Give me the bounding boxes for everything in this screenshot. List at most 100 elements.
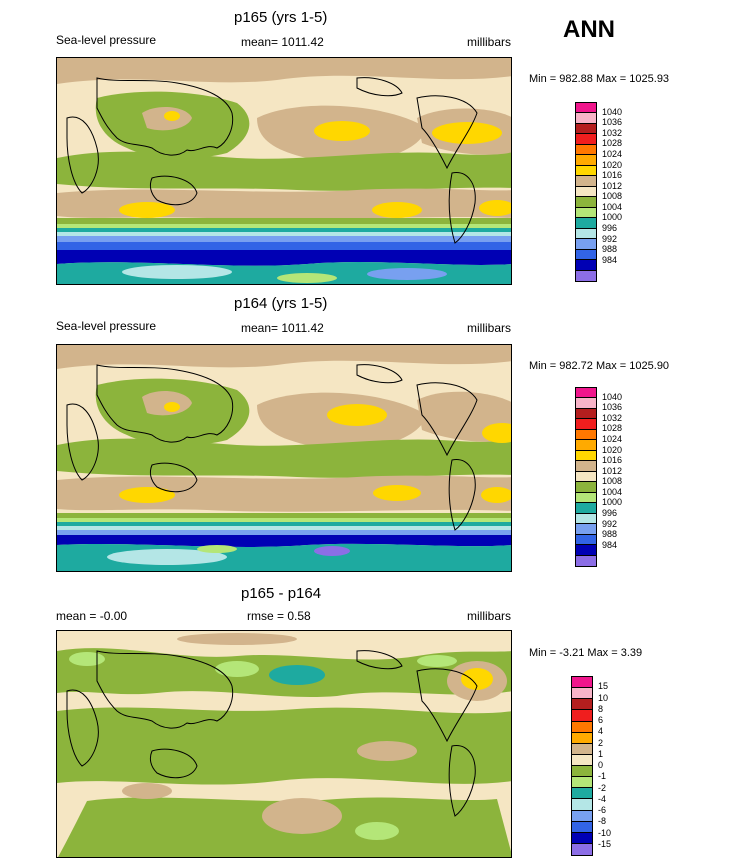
colorbar-swatch <box>576 270 596 281</box>
colorbar-tick-label: 10 <box>598 692 609 703</box>
colorbar-tick-label: 992 <box>602 233 618 244</box>
panel-1-mean-label: mean= 1011.42 <box>241 35 324 49</box>
diff-tan-indian <box>122 783 172 799</box>
colorbar-tick-label: 1040 <box>602 106 623 117</box>
colorbar-tick-label: 8 <box>598 703 604 714</box>
colorbar-tick-label: 1016 <box>602 170 623 181</box>
panel-1-min: Min = 982.88 <box>529 73 593 85</box>
colorbar-swatch <box>572 743 592 755</box>
tropical-low-band <box>57 151 511 191</box>
south-indian-high <box>119 487 175 503</box>
diff-teal-kamchatka <box>269 665 325 685</box>
colorbar-swatch <box>576 429 596 441</box>
colorbar-tick-label: 988 <box>602 244 618 255</box>
band-996 <box>57 526 511 530</box>
coastlines <box>66 650 478 817</box>
south-pacific-high <box>373 485 421 501</box>
diff-green-tropics <box>57 707 511 785</box>
coastlines <box>66 364 478 531</box>
colorbar-tick-label: 1012 <box>602 180 623 191</box>
colorbar-swatch <box>576 207 596 219</box>
colorbar-tick-label: 984 <box>602 254 618 265</box>
colorbar-swatch <box>576 239 596 250</box>
colorbar-tick-label: -1 <box>598 771 607 782</box>
antarctic-purple-patch <box>314 546 350 556</box>
colorbar-swatch <box>576 545 596 556</box>
colorbar-swatch <box>576 134 596 145</box>
antarctic-green-patch <box>197 545 237 553</box>
colorbar-swatch <box>576 398 596 409</box>
south-atlantic-high <box>481 487 511 503</box>
colorbar-tick-label: 1016 <box>602 455 623 466</box>
panel-3-title: p165 - p164 <box>241 585 322 602</box>
colorbar-swatch <box>576 186 596 198</box>
colorbar-swatch <box>572 699 592 711</box>
colorbar-swatch <box>572 754 592 766</box>
colorbar-swatch <box>572 732 592 744</box>
colorbar-tick-label: 1 <box>598 748 604 759</box>
diff-yellow-atlantic <box>461 668 493 690</box>
panel-1-title: p165 (yrs 1-5) <box>234 9 328 26</box>
colorbar-swatch <box>576 440 596 451</box>
panel-2-minmax: Min = 982.72 Max = 1025.90 <box>529 360 669 372</box>
colorbar-swatch <box>576 450 596 462</box>
panel-1-minmax: Min = 982.88 Max = 1025.93 <box>529 73 669 85</box>
colorbar-tick-label: 0 <box>598 760 604 770</box>
colorbar-tick-label: 1028 <box>602 138 623 149</box>
colorbar-swatch <box>576 197 596 208</box>
north-atlantic-high <box>482 423 511 443</box>
colorbar-swatch <box>576 555 596 566</box>
colorbar-tick-label: 1020 <box>602 444 623 455</box>
colorbar-swatch <box>572 777 592 789</box>
diff-lightgreen-2 <box>69 652 105 666</box>
colorbar-swatch <box>576 471 596 483</box>
colorbar-swatch <box>576 165 596 177</box>
colorbar-tick-label: 1032 <box>602 127 623 138</box>
band-984 <box>57 250 511 266</box>
colorbar-tick-label: 1024 <box>602 433 623 444</box>
diff-tan-south <box>262 798 342 834</box>
north-pacific-high <box>314 121 370 141</box>
colorbar-swatch <box>576 218 596 229</box>
colorbar-swatch <box>576 249 596 261</box>
colorbar-swatch <box>576 513 596 525</box>
colorbar-tick-label: 1036 <box>602 117 623 128</box>
north-tan-band <box>57 58 511 84</box>
colorbar-swatch <box>576 144 596 156</box>
band-988 <box>57 242 511 250</box>
season-label: ANN <box>563 16 615 43</box>
colorbar-swatch <box>576 388 596 399</box>
colorbar-tick-label: 1040 <box>602 391 623 402</box>
colorbar-swatch <box>576 503 596 514</box>
colorbar-swatch <box>576 260 596 271</box>
antarctic-blue-patch <box>367 268 447 280</box>
colorbar-swatch <box>576 461 596 472</box>
colorbar-swatch <box>572 710 592 722</box>
diff-tan-north <box>177 633 297 645</box>
colorbar-tick-label: 996 <box>602 223 618 234</box>
panel-3-max: Max = 3.39 <box>587 647 643 659</box>
south-tan-band <box>57 475 511 512</box>
colorbar-tick-label: -10 <box>598 827 612 838</box>
panel-1-units-label: millibars <box>467 35 512 49</box>
colorbar-tick-label: -2 <box>598 782 607 793</box>
colorbar-tick-label: 1000 <box>602 212 623 223</box>
band-1004 <box>57 224 511 228</box>
colorbar-swatch <box>572 721 592 733</box>
colorbar-swatch <box>576 492 596 504</box>
colorbar-tick-label: 6 <box>598 715 604 725</box>
colorbar-swatch <box>572 677 592 689</box>
north-pacific-high <box>327 404 387 426</box>
panel-2-map <box>56 344 512 572</box>
panel-2-colorbar <box>575 387 597 567</box>
colorbar-swatch <box>576 419 596 430</box>
colorbar-tick-label: 1004 <box>602 201 623 212</box>
panel-3-colorbar <box>571 676 593 856</box>
tropical-low-band <box>57 438 511 478</box>
panel-3-mean-label: mean = -0.00 <box>56 609 128 623</box>
diff-lightgreen-4 <box>417 655 457 667</box>
colorbar-swatch <box>572 843 592 855</box>
panel-1-max: Max = 1025.93 <box>595 73 670 85</box>
colorbar-tick-label: 1012 <box>602 465 623 476</box>
panel-1-colorbar <box>575 102 597 282</box>
